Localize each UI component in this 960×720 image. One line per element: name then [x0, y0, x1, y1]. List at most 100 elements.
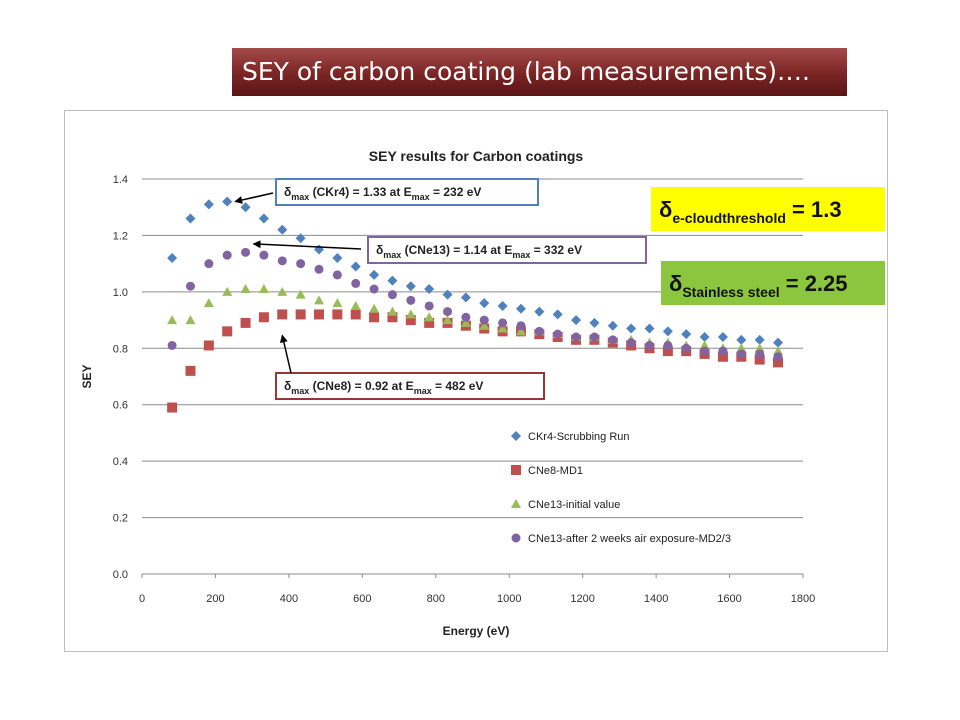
series-1 — [167, 196, 784, 348]
y-tick-label: 0.0 — [113, 569, 128, 581]
data-point — [607, 320, 618, 331]
data-point — [681, 343, 691, 353]
data-point — [387, 275, 398, 286]
callout-symbol: δ — [669, 271, 682, 296]
data-point — [240, 317, 251, 328]
data-point — [240, 284, 251, 294]
data-point — [332, 309, 343, 320]
annotation-text-part: (CKr4) = 1.33 at E — [309, 185, 411, 199]
annotation-text-part: δ — [376, 243, 383, 257]
annotation-subscript: max — [291, 192, 309, 202]
annotation-text-part: = 332 eV — [530, 243, 582, 257]
callout-symbol: δ — [659, 197, 672, 222]
data-point — [332, 270, 342, 280]
data-point — [332, 298, 343, 308]
data-point — [405, 281, 416, 292]
data-point — [222, 250, 232, 260]
annotation-arrow — [234, 192, 274, 204]
data-point — [203, 199, 214, 210]
data-point — [755, 349, 765, 359]
data-point — [479, 320, 490, 330]
data-point — [406, 295, 416, 305]
data-point — [222, 286, 233, 296]
series-4 — [167, 247, 783, 362]
data-point — [773, 337, 784, 348]
slide-title: SEY of carbon coating (lab measurements)… — [232, 48, 847, 96]
y-tick-label: 0.4 — [113, 456, 128, 468]
legend: CKr4-Scrubbing Run CNe8-MD1 CNe13-initial … — [511, 431, 731, 545]
data-point — [204, 259, 214, 269]
data-point — [185, 213, 196, 224]
annotation-box — [367, 236, 647, 264]
data-point — [442, 289, 453, 300]
chart-title: SEY results for Carbon coatings — [369, 148, 584, 164]
data-point — [167, 315, 178, 325]
callout-stainless: δStainless steel = 2.25 — [661, 261, 885, 305]
callout-subscript: Stainless steel — [682, 284, 779, 300]
legend-label: CNe8-MD1 — [528, 465, 583, 477]
data-point — [405, 309, 416, 319]
annotation-cne13: δmax (CNe13) = 1.14 at Emax = 332 eV — [252, 236, 647, 264]
data-point — [589, 332, 599, 342]
legend-label: CNe13-initial value — [528, 499, 620, 511]
data-point — [736, 343, 747, 353]
data-point — [773, 352, 783, 362]
legend-swatch — [511, 533, 521, 543]
data-point — [351, 278, 361, 288]
callout-box — [661, 261, 885, 305]
callout-value: = 1.3 — [786, 197, 842, 222]
legend-label: CNe13-after 2 weeks air exposure-MD2/3 — [528, 533, 731, 545]
annotation-text: δmax (CNe13) = 1.14 at Emax = 332 eV — [376, 243, 582, 260]
legend-label: CKr4-Scrubbing Run — [528, 431, 630, 443]
x-tick-label: 1200 — [570, 593, 594, 605]
annotation-text-part: (CNe8) = 0.92 at E — [309, 379, 413, 393]
data-point — [258, 312, 269, 323]
data-point — [296, 259, 306, 269]
x-tick-label: 400 — [280, 593, 298, 605]
data-point — [662, 346, 673, 357]
data-point — [369, 269, 380, 280]
annotation-arrow — [279, 334, 292, 374]
sey-scatter-chart: SEY results for Carbon coatings 0.0 0.2 0.4… — [80, 148, 885, 638]
data-point — [662, 326, 673, 337]
x-tick-label: 800 — [427, 593, 445, 605]
callout-threshold: δe-cloudthreshold = 1.3 — [651, 187, 885, 231]
data-point — [259, 250, 269, 260]
annotation-text: δmax (CKr4) = 1.33 at Emax = 232 eV — [284, 185, 481, 202]
data-point — [295, 309, 306, 320]
data-point — [663, 340, 673, 350]
data-point — [405, 315, 416, 326]
data-point — [167, 253, 178, 263]
callout-value: = 2.25 — [780, 271, 848, 296]
data-point — [222, 196, 233, 207]
data-point — [773, 346, 784, 356]
annotation-text: δmax (CNe8) = 0.92 at Emax = 482 eV — [284, 379, 483, 396]
data-point — [203, 298, 214, 308]
x-tick-label: 1400 — [644, 593, 668, 605]
chart-container: SEY results for Carbon coatings 0.0 0.2 0.4… — [64, 110, 888, 652]
y-tick-label: 0.8 — [113, 343, 128, 355]
annotation-box — [275, 178, 539, 206]
data-point — [424, 312, 435, 322]
data-point — [332, 253, 343, 263]
data-point — [497, 300, 508, 311]
data-point — [277, 256, 287, 266]
callout-text: δStainless steel = 2.25 — [669, 271, 848, 300]
data-point — [516, 321, 526, 331]
annotation-text-part: (CNe13) = 1.14 at E — [401, 243, 512, 257]
data-point — [479, 315, 489, 325]
x-tick-label: 0 — [139, 593, 145, 605]
annotation-cne8: δmax (CNe8) = 0.92 at Emax = 482 eV — [275, 334, 545, 400]
legend-swatch — [511, 431, 521, 441]
data-point — [240, 202, 251, 213]
data-point — [461, 312, 471, 322]
data-point — [295, 233, 306, 244]
annotation-box — [275, 372, 545, 400]
data-point — [424, 317, 435, 328]
annotation-subscript: max — [512, 250, 530, 260]
data-point — [515, 326, 526, 336]
legend-swatch — [511, 465, 521, 475]
data-point — [681, 329, 692, 340]
data-point — [277, 286, 288, 296]
data-point — [497, 323, 508, 333]
